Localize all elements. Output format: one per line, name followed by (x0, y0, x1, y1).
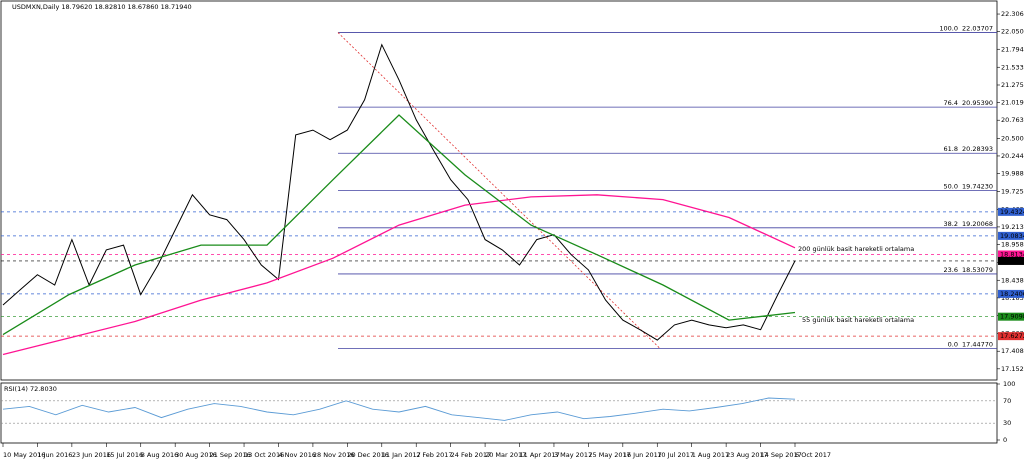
x-tick-label: 10 Jul 2017 (657, 451, 694, 459)
level-label: 19.43241 (1000, 208, 1024, 216)
y-tick-label: 19.98885 (1001, 170, 1024, 178)
x-tick-label: 30 Aug 2016 (175, 451, 217, 459)
x-tick-label: 2 Feb 2017 (416, 451, 452, 459)
level-label: 17.62728 (1000, 332, 1024, 340)
y-tick-label: 21.79456 (1001, 45, 1024, 53)
fib-ratio: 61.8 (944, 145, 958, 153)
chart-title: USDMXN,Daily 18.79620 18.82810 18.67860 … (12, 3, 192, 11)
x-tick-label: 14 Sep 2017 (761, 451, 802, 459)
level-label: 18.24066 (1000, 290, 1024, 298)
y-tick-label: 18.95810 (1001, 241, 1024, 249)
fib-price: 22.03707 (962, 25, 993, 33)
y-tick-label: 21.01960 (1001, 99, 1024, 107)
y-tick-label: 20.50035 (1001, 134, 1024, 142)
y-tick-label: 19.72535 (1001, 188, 1024, 196)
fib-trend (337, 32, 661, 349)
y-tick-label: 100 (1003, 380, 1015, 388)
fib-price: 19.74230 (962, 183, 993, 191)
y-tick-label: 21.27535 (1001, 81, 1024, 89)
legend-entry: 55 günlük basit hareketli ortalama (802, 316, 914, 324)
fib-ratio: 76.4 (944, 99, 958, 107)
x-tick-label: 11 Jan 2017 (382, 451, 421, 459)
x-tick-label: 15 Jul 2016 (106, 451, 143, 459)
y-tick-label: 20.24460 (1001, 152, 1024, 160)
level-tag (998, 256, 1024, 265)
level-label: 18.71940 (1000, 257, 1024, 265)
y-tick-label: 22.05033 (1001, 28, 1024, 36)
level-tag (998, 289, 1024, 298)
x-tick-label: 10 May 2016 (3, 451, 45, 459)
level-tag (998, 312, 1024, 321)
moving-average (2, 194, 796, 356)
price-line (2, 43, 796, 341)
fib-ratio: 100.0 (939, 25, 958, 33)
x-tick-label: 1 Jun 2016 (37, 451, 72, 459)
moving-average (2, 114, 796, 336)
level-tag (998, 332, 1024, 341)
y-tick-label: 17.15233 (1001, 365, 1024, 373)
fib-ratio: 23.6 (944, 266, 958, 274)
x-tick-label: 21 Sep 2016 (210, 451, 251, 459)
x-tick-label: 1 Aug 2017 (692, 451, 730, 459)
x-tick-label: 4 Nov 2016 (278, 451, 316, 459)
level-tag (998, 231, 1024, 240)
level-tag (998, 207, 1024, 216)
fib-price: 17.44770 (962, 340, 993, 348)
level-tag (998, 250, 1024, 259)
level-label: 18.81341 (1000, 250, 1024, 258)
x-tick-label: 20 Mar 2017 (485, 451, 526, 459)
y-tick-label: 0 (1003, 436, 1007, 444)
y-tick-label: 70 (1003, 397, 1011, 405)
x-tick-label: 28 Nov 2016 (313, 451, 355, 459)
fib-ratio: 0.0 (948, 340, 958, 348)
y-tick-label: 18.43885 (1001, 276, 1024, 284)
x-tick-label: 24 Feb 2017 (451, 451, 491, 459)
y-tick-label: 19.21385 (1001, 223, 1024, 231)
x-tick-label: 25 May 2017 (588, 451, 630, 459)
fib-price: 20.95390 (962, 99, 993, 107)
x-tick-label: 23 Jun 2016 (72, 451, 111, 459)
x-tick-label: 16 Jun 2017 (623, 451, 662, 459)
y-tick-label: 17.40810 (1001, 347, 1024, 355)
fib-price: 19.20068 (962, 220, 993, 228)
x-tick-label: 8 Aug 2016 (141, 451, 179, 459)
rsi-line (2, 397, 796, 421)
level-label: 19.08349 (1000, 232, 1024, 240)
fib-price: 20.28393 (962, 145, 993, 153)
x-tick-label: 13 Oct 2016 (244, 451, 284, 459)
fib-ratio: 50.0 (944, 183, 958, 191)
level-label: 17.90980 (1000, 313, 1024, 321)
y-tick-label: 20.76385 (1001, 116, 1024, 124)
y-tick-label: 21.53310 (1001, 63, 1024, 71)
rsi-panel (0, 382, 998, 444)
legend-entry: 200 günlük basit hareketli ortalama (798, 245, 914, 253)
fib-price: 18.53079 (962, 266, 993, 274)
x-tick-label: 20 Dec 2016 (347, 451, 389, 459)
fib-ratio: 38.2 (944, 220, 958, 228)
x-tick-label: 6 Oct 2017 (795, 451, 831, 459)
x-tick-label: 3 May 2017 (554, 451, 592, 459)
y-tick-label: 30 (1003, 419, 1011, 427)
y-tick-label: 22.30610 (1001, 10, 1024, 18)
x-tick-label: 23 Aug 2017 (726, 451, 768, 459)
rsi-title: RSI(14) 72.8030 (4, 385, 57, 393)
x-tick-label: 11 Apr 2017 (520, 451, 560, 459)
